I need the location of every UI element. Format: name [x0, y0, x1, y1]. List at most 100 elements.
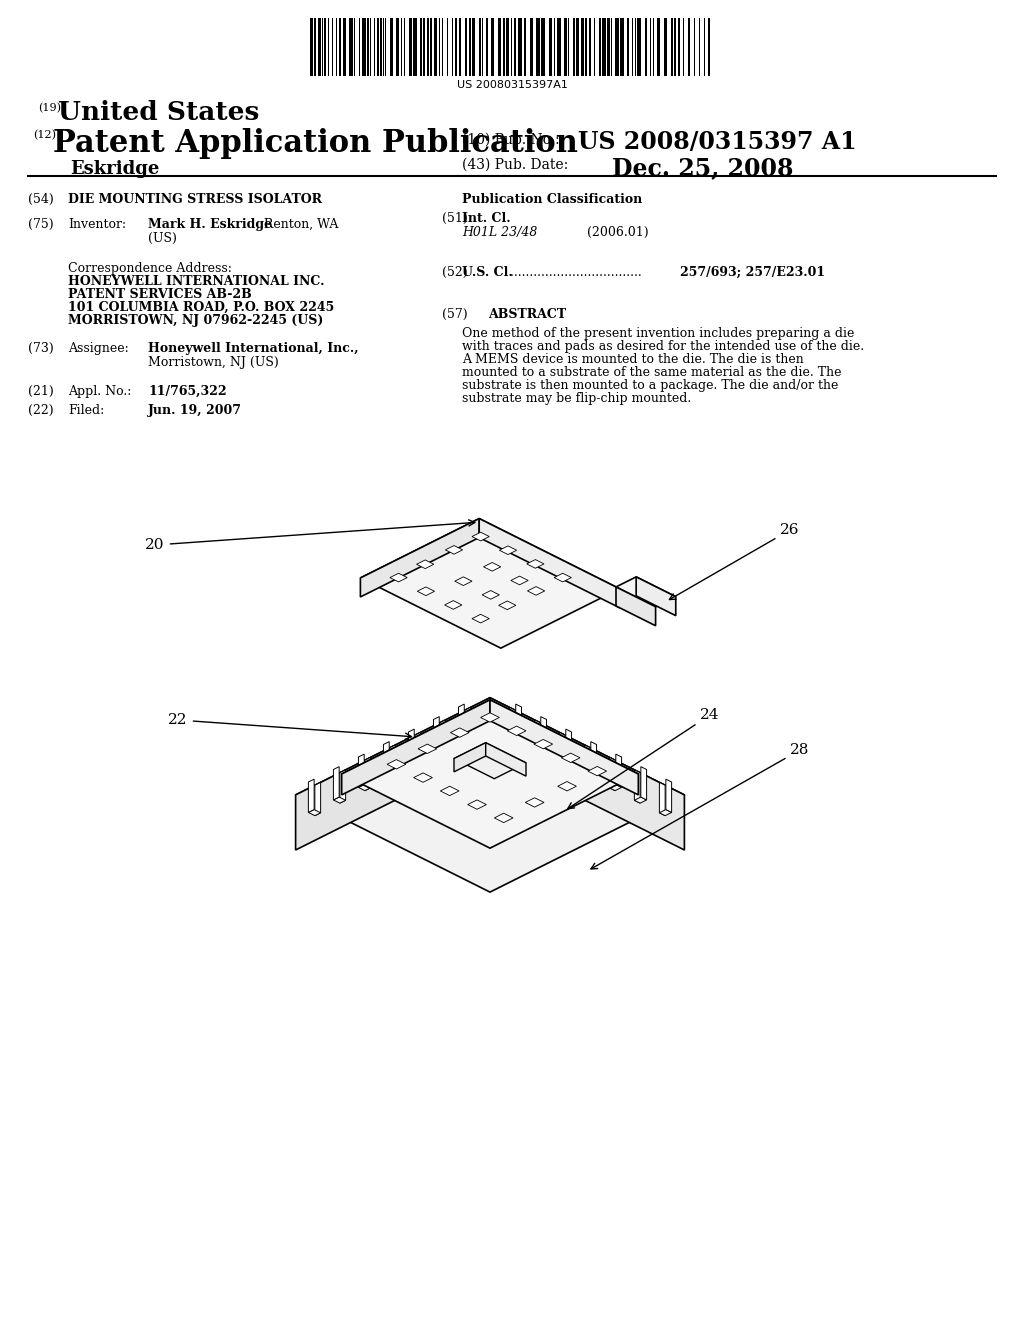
- Text: A MEMS device is mounted to the die. The die is then: A MEMS device is mounted to the die. The…: [462, 352, 804, 366]
- Text: 11/765,322: 11/765,322: [148, 385, 226, 399]
- Bar: [627, 18, 629, 77]
- Polygon shape: [659, 783, 666, 816]
- Bar: [615, 18, 618, 77]
- Bar: [674, 18, 676, 77]
- Bar: [557, 18, 561, 77]
- Polygon shape: [444, 601, 462, 610]
- Polygon shape: [507, 726, 526, 735]
- Text: 257/693; 257/E23.01: 257/693; 257/E23.01: [680, 267, 825, 279]
- Polygon shape: [417, 560, 434, 569]
- Polygon shape: [390, 573, 408, 582]
- Polygon shape: [472, 614, 489, 623]
- Text: Correspondence Address:: Correspondence Address:: [68, 261, 231, 275]
- Text: 101 COLUMBIA ROAD, P.O. BOX 2245: 101 COLUMBIA ROAD, P.O. BOX 2245: [68, 301, 334, 314]
- Polygon shape: [609, 758, 615, 791]
- Polygon shape: [440, 719, 445, 754]
- Text: U.S. Cl.: U.S. Cl.: [462, 267, 513, 279]
- Polygon shape: [342, 700, 490, 795]
- Polygon shape: [609, 784, 622, 791]
- Polygon shape: [334, 797, 346, 803]
- Polygon shape: [525, 797, 544, 807]
- Polygon shape: [455, 577, 472, 586]
- Text: One method of the present invention includes preparing a die: One method of the present invention incl…: [462, 327, 854, 341]
- Polygon shape: [495, 813, 513, 822]
- Bar: [324, 18, 326, 77]
- Polygon shape: [535, 719, 540, 754]
- Text: (21): (21): [28, 385, 53, 399]
- Polygon shape: [527, 586, 545, 595]
- Text: Honeywell International, Inc.,: Honeywell International, Inc.,: [148, 342, 358, 355]
- Polygon shape: [468, 800, 486, 809]
- Text: HONEYWELL INTERNATIONAL INC.: HONEYWELL INTERNATIONAL INC.: [68, 275, 325, 288]
- Polygon shape: [360, 519, 479, 597]
- Text: US 20080315397A1: US 20080315397A1: [457, 81, 567, 90]
- Bar: [514, 18, 516, 77]
- Bar: [678, 18, 680, 77]
- Polygon shape: [451, 727, 469, 738]
- Polygon shape: [615, 754, 622, 788]
- Bar: [318, 18, 321, 77]
- Text: ABSTRACT: ABSTRACT: [488, 308, 566, 321]
- Bar: [506, 18, 509, 77]
- Bar: [430, 18, 432, 77]
- Polygon shape: [585, 744, 590, 777]
- Text: , Renton, WA: , Renton, WA: [256, 218, 338, 231]
- Polygon shape: [500, 546, 517, 554]
- Polygon shape: [415, 733, 421, 766]
- Polygon shape: [509, 708, 515, 741]
- Bar: [637, 18, 641, 77]
- Polygon shape: [588, 767, 606, 776]
- Bar: [664, 18, 667, 77]
- Bar: [420, 18, 422, 77]
- Text: (43) Pub. Date:: (43) Pub. Date:: [462, 158, 568, 172]
- Bar: [479, 18, 481, 77]
- Polygon shape: [387, 759, 406, 770]
- Bar: [581, 18, 584, 77]
- Polygon shape: [409, 759, 421, 766]
- Text: (22): (22): [28, 404, 53, 417]
- Bar: [465, 18, 467, 77]
- Bar: [671, 18, 673, 77]
- Bar: [620, 18, 624, 77]
- Text: United States: United States: [58, 100, 259, 125]
- Text: H01L 23/48: H01L 23/48: [462, 226, 538, 239]
- Polygon shape: [483, 562, 501, 572]
- Polygon shape: [634, 797, 646, 803]
- Polygon shape: [390, 744, 395, 777]
- Polygon shape: [459, 704, 464, 738]
- Polygon shape: [480, 713, 500, 722]
- Polygon shape: [534, 739, 553, 748]
- Bar: [310, 18, 313, 77]
- Polygon shape: [383, 742, 389, 775]
- Bar: [536, 18, 540, 77]
- Polygon shape: [490, 698, 684, 850]
- Polygon shape: [559, 759, 571, 766]
- Text: Int. Cl.: Int. Cl.: [462, 213, 511, 224]
- Text: 20: 20: [145, 520, 475, 552]
- Bar: [486, 18, 488, 77]
- Bar: [314, 18, 316, 77]
- Polygon shape: [296, 698, 684, 892]
- Polygon shape: [511, 576, 528, 585]
- Text: (12): (12): [33, 129, 56, 140]
- Bar: [645, 18, 647, 77]
- Text: (19): (19): [38, 103, 61, 114]
- Text: DIE MOUNTING STRESS ISOLATOR: DIE MOUNTING STRESS ISOLATOR: [68, 193, 322, 206]
- Polygon shape: [365, 758, 371, 791]
- Polygon shape: [526, 560, 544, 568]
- Text: Assignee:: Assignee:: [68, 342, 129, 355]
- Polygon shape: [561, 754, 580, 763]
- Polygon shape: [634, 770, 640, 803]
- Text: 26: 26: [670, 523, 800, 599]
- Polygon shape: [459, 734, 471, 741]
- Text: (US): (US): [148, 232, 177, 246]
- Polygon shape: [472, 532, 489, 541]
- Polygon shape: [358, 784, 371, 791]
- Text: (52): (52): [442, 267, 468, 279]
- Text: (51): (51): [442, 213, 468, 224]
- Bar: [396, 18, 399, 77]
- Polygon shape: [383, 772, 395, 777]
- Bar: [549, 18, 552, 77]
- Polygon shape: [566, 729, 571, 763]
- Polygon shape: [482, 590, 500, 599]
